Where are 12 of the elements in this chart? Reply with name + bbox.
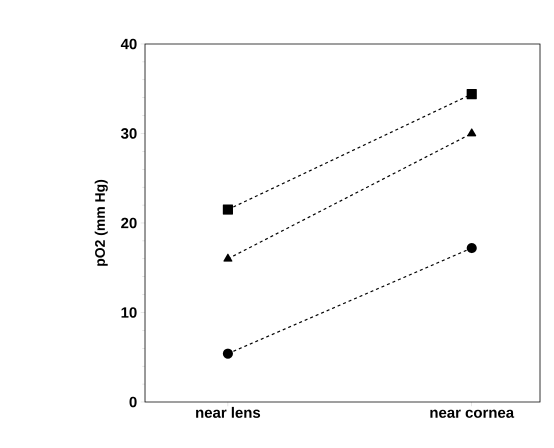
- point: [466, 242, 477, 254]
- y-tick-label: 30: [120, 128, 137, 139]
- y-tick-label: 20: [121, 218, 137, 228]
- x-tick-label: near cornea: [430, 410, 514, 418]
- x-tick-label: near lens: [196, 406, 260, 418]
- point: [222, 204, 233, 215]
- point: [466, 89, 477, 100]
- y-tick-label: 0: [130, 396, 137, 408]
- point: [222, 348, 233, 359]
- y-axis-title: pO2 (mm Hg): [94, 180, 108, 266]
- y-tick-label: 10: [122, 307, 137, 318]
- y-tick-label: 40: [120, 38, 137, 50]
